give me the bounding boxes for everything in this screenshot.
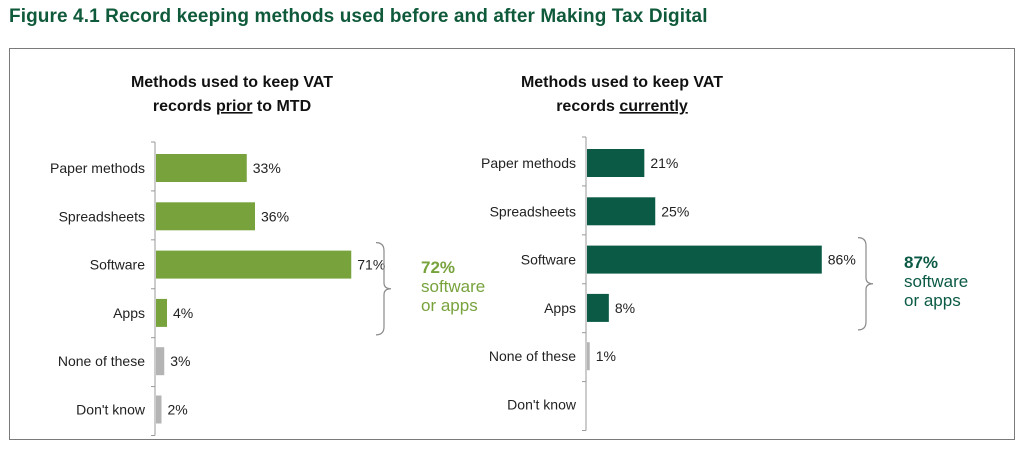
data-label: 33% bbox=[253, 160, 281, 176]
chart-title-text: Methods used to keep VAT bbox=[521, 74, 723, 91]
category-label: Don't know bbox=[76, 402, 146, 418]
chart-title-line: Methods used to keep VAT bbox=[131, 74, 333, 91]
category-label: Paper methods bbox=[481, 155, 576, 171]
category-label: Spreadsheets bbox=[490, 203, 576, 219]
category-label: Software bbox=[521, 252, 576, 268]
chart-title-line: records prior to MTD bbox=[153, 98, 311, 115]
bar bbox=[587, 197, 656, 226]
category-label: None of these bbox=[489, 348, 576, 364]
chart-title-line: records currently bbox=[556, 98, 688, 115]
data-label: 71% bbox=[357, 257, 385, 273]
data-label: 4% bbox=[173, 305, 193, 321]
bar bbox=[587, 293, 609, 322]
annotation-text: software bbox=[904, 272, 968, 291]
chart-title-text: records bbox=[556, 98, 619, 115]
category-label: Paper methods bbox=[50, 160, 145, 176]
bar bbox=[587, 245, 822, 274]
data-label: 2% bbox=[168, 402, 188, 418]
chart-title-underlined-word: prior bbox=[216, 98, 252, 115]
bar bbox=[156, 395, 162, 424]
bracket bbox=[375, 242, 392, 336]
category-label: Apps bbox=[113, 305, 145, 321]
data-label: 86% bbox=[828, 252, 856, 268]
chart-title-text: records bbox=[153, 98, 216, 115]
annotation-percent: 87% bbox=[904, 253, 938, 272]
chart-current: Methods used to keep VAT records currentl… bbox=[481, 74, 968, 431]
bar bbox=[156, 347, 165, 376]
data-label: 8% bbox=[615, 300, 635, 316]
bar bbox=[156, 154, 247, 182]
bar bbox=[587, 342, 590, 371]
figure-title: Figure 4.1 Record keeping methods used b… bbox=[9, 6, 708, 27]
bar bbox=[156, 250, 352, 279]
data-label: 3% bbox=[170, 353, 190, 369]
data-label: 25% bbox=[661, 203, 689, 219]
category-label: None of these bbox=[58, 353, 145, 369]
data-label: 21% bbox=[650, 155, 678, 171]
chart-title-line: Methods used to keep VAT bbox=[521, 74, 723, 91]
chart-title-text: to MTD bbox=[252, 98, 311, 115]
chart-frame bbox=[9, 48, 1015, 440]
annotation-text: or apps bbox=[421, 296, 478, 315]
data-label: 1% bbox=[596, 348, 616, 364]
bracket bbox=[857, 237, 874, 331]
category-label: Apps bbox=[544, 300, 576, 316]
chart-title-text: Methods used to keep VAT bbox=[131, 74, 333, 91]
annotation-percent: 72% bbox=[421, 258, 455, 277]
bar bbox=[156, 298, 167, 327]
annotation-text: software bbox=[421, 277, 485, 296]
chart-prior: Methods used to keep VAT records prior to… bbox=[50, 74, 485, 436]
chart-title-underlined-word: currently bbox=[619, 98, 688, 115]
bar bbox=[587, 149, 645, 177]
category-label: Spreadsheets bbox=[59, 208, 145, 224]
annotation-text: or apps bbox=[904, 291, 961, 310]
data-label: 36% bbox=[261, 208, 289, 224]
bar bbox=[156, 202, 255, 231]
category-label: Don't know bbox=[507, 397, 577, 413]
category-label: Software bbox=[90, 257, 145, 273]
